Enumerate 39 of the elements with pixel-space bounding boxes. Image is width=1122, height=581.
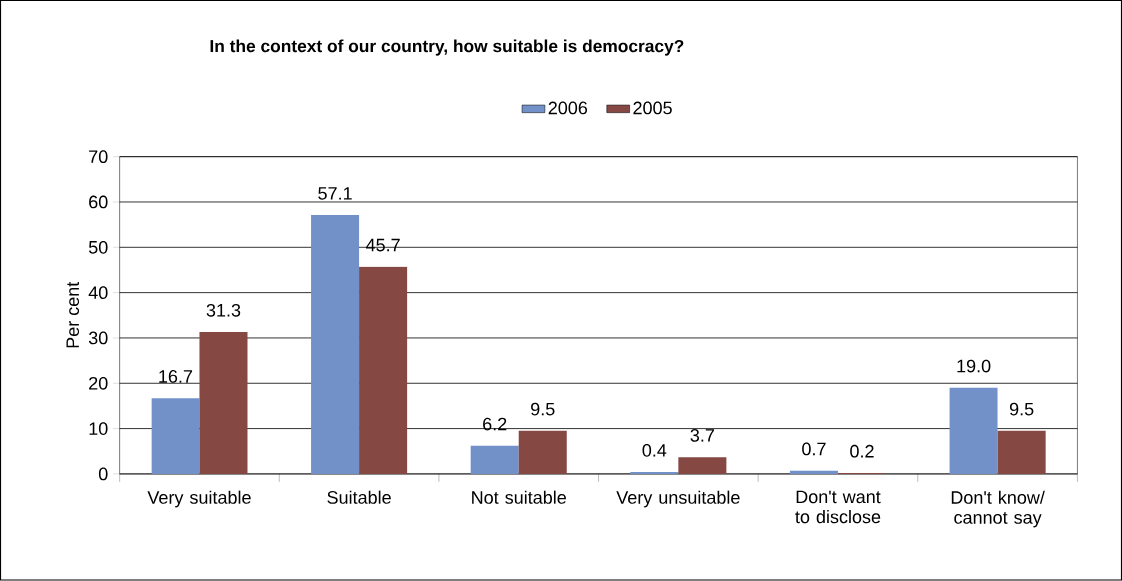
y-tick-label: 70 <box>89 150 108 164</box>
bar <box>678 457 727 475</box>
x-tick-label: Don't want to disclose <box>795 490 881 524</box>
x-tick-label: Not suitable <box>472 490 566 505</box>
data-label: 57.1 <box>318 187 352 200</box>
data-label: 6.2 <box>483 417 507 431</box>
y-tick-label: 10 <box>89 422 108 436</box>
y-tick-label: 20 <box>89 377 108 390</box>
x-tick-label: Very suitable <box>147 490 251 508</box>
data-label: 0.7 <box>802 442 826 456</box>
bar <box>151 398 200 475</box>
data-label: 3.7 <box>690 429 714 442</box>
y-axis-title: Per cent <box>66 282 80 348</box>
data-label: 16.7 <box>159 370 193 384</box>
y-tick-label: 50 <box>88 241 108 254</box>
legend-label: 2005 <box>633 101 672 115</box>
legend-label: 2006 <box>548 101 588 115</box>
chart-title: In the context of our country, how suitable is democracy? <box>210 39 684 56</box>
data-label: 0.4 <box>642 444 667 457</box>
y-tick-label: 40 <box>88 286 108 300</box>
data-label: 19.0 <box>957 359 991 373</box>
bar <box>470 446 519 475</box>
bar <box>949 388 998 475</box>
y-tick-label: 30 <box>88 331 108 345</box>
data-label: 0.2 <box>850 445 874 458</box>
bar <box>997 431 1046 475</box>
bar <box>789 470 838 475</box>
bar <box>518 431 567 475</box>
bar <box>359 267 408 475</box>
data-label: 9.5 <box>1009 402 1034 416</box>
bar <box>311 215 360 475</box>
bar <box>199 332 248 475</box>
x-tick-label: Don't know/ cannot say <box>951 490 1045 528</box>
x-tick-label: Very unsuitable <box>616 490 740 508</box>
data-label: 31.3 <box>206 304 241 317</box>
y-tick-label: 60 <box>89 195 108 209</box>
data-label: 9.5 <box>531 402 555 416</box>
x-tick-label: Suitable <box>327 490 391 505</box>
y-tick-label: 0 <box>98 467 108 481</box>
